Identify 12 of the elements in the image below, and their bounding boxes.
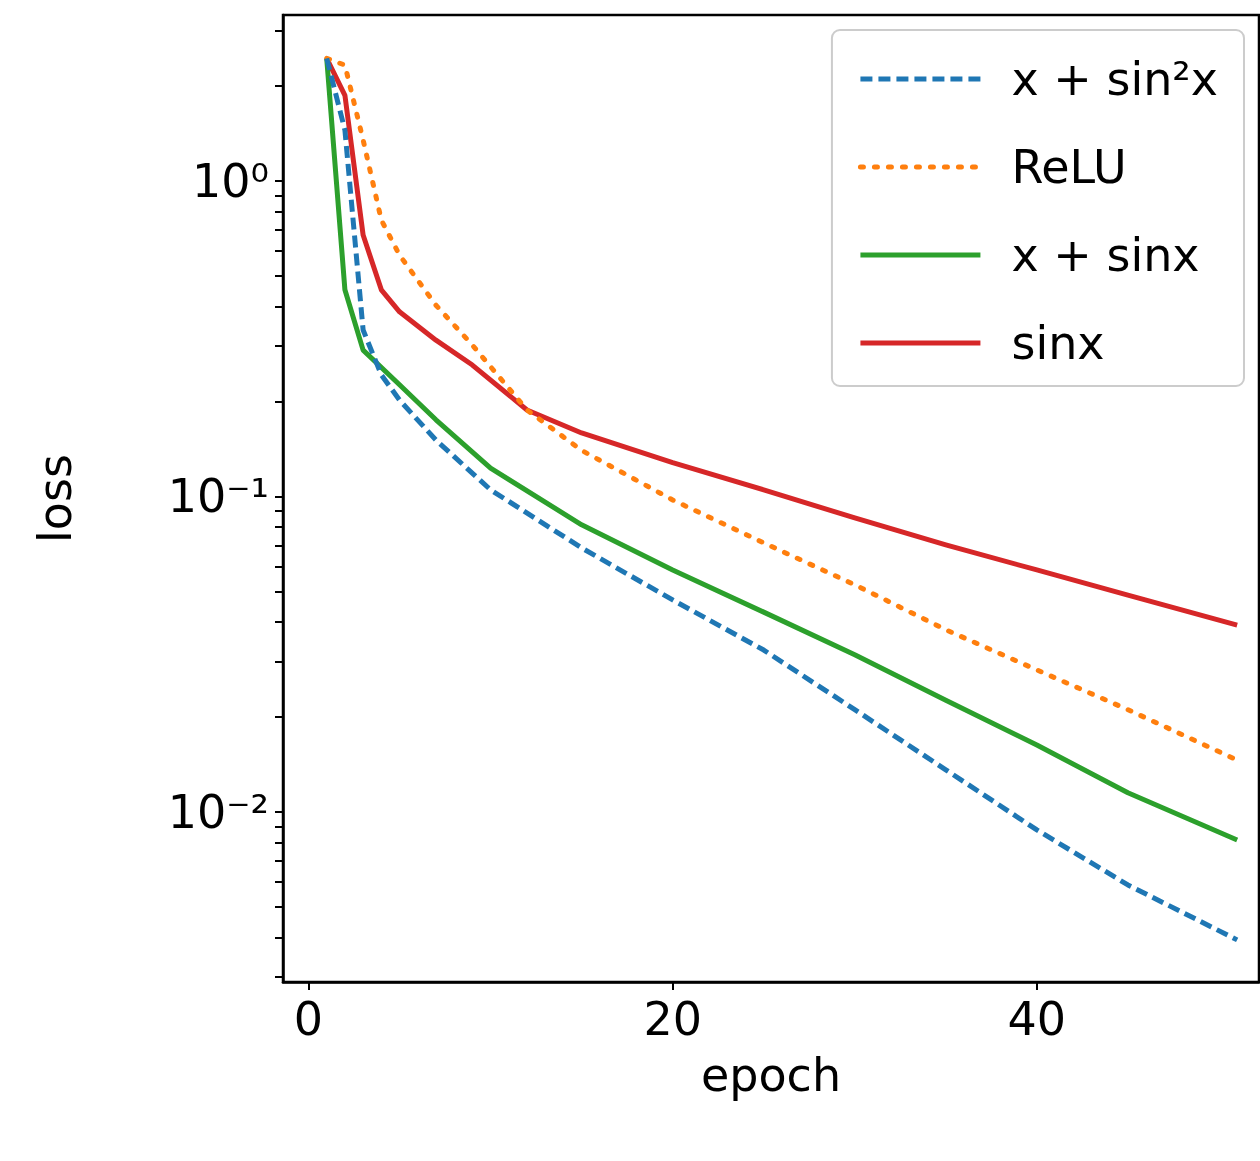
y-tick-label: 10⁻² bbox=[167, 784, 269, 839]
x-tick-label: 40 bbox=[1007, 992, 1067, 1046]
legend-label: x + sinx bbox=[1011, 228, 1200, 282]
y-tick-label: 10⁰ bbox=[192, 154, 269, 209]
x-axis-title: epoch bbox=[700, 1048, 842, 1102]
legend-label: x + sin²x bbox=[1011, 52, 1218, 106]
legend-label: ReLU bbox=[1011, 140, 1127, 194]
legend-label: sinx bbox=[1011, 316, 1105, 370]
y-tick-label: 10⁻¹ bbox=[167, 469, 269, 524]
x-tick-label: 20 bbox=[643, 992, 702, 1046]
y-axis-title: loss bbox=[28, 454, 82, 543]
x-tick-label: 0 bbox=[293, 992, 324, 1046]
